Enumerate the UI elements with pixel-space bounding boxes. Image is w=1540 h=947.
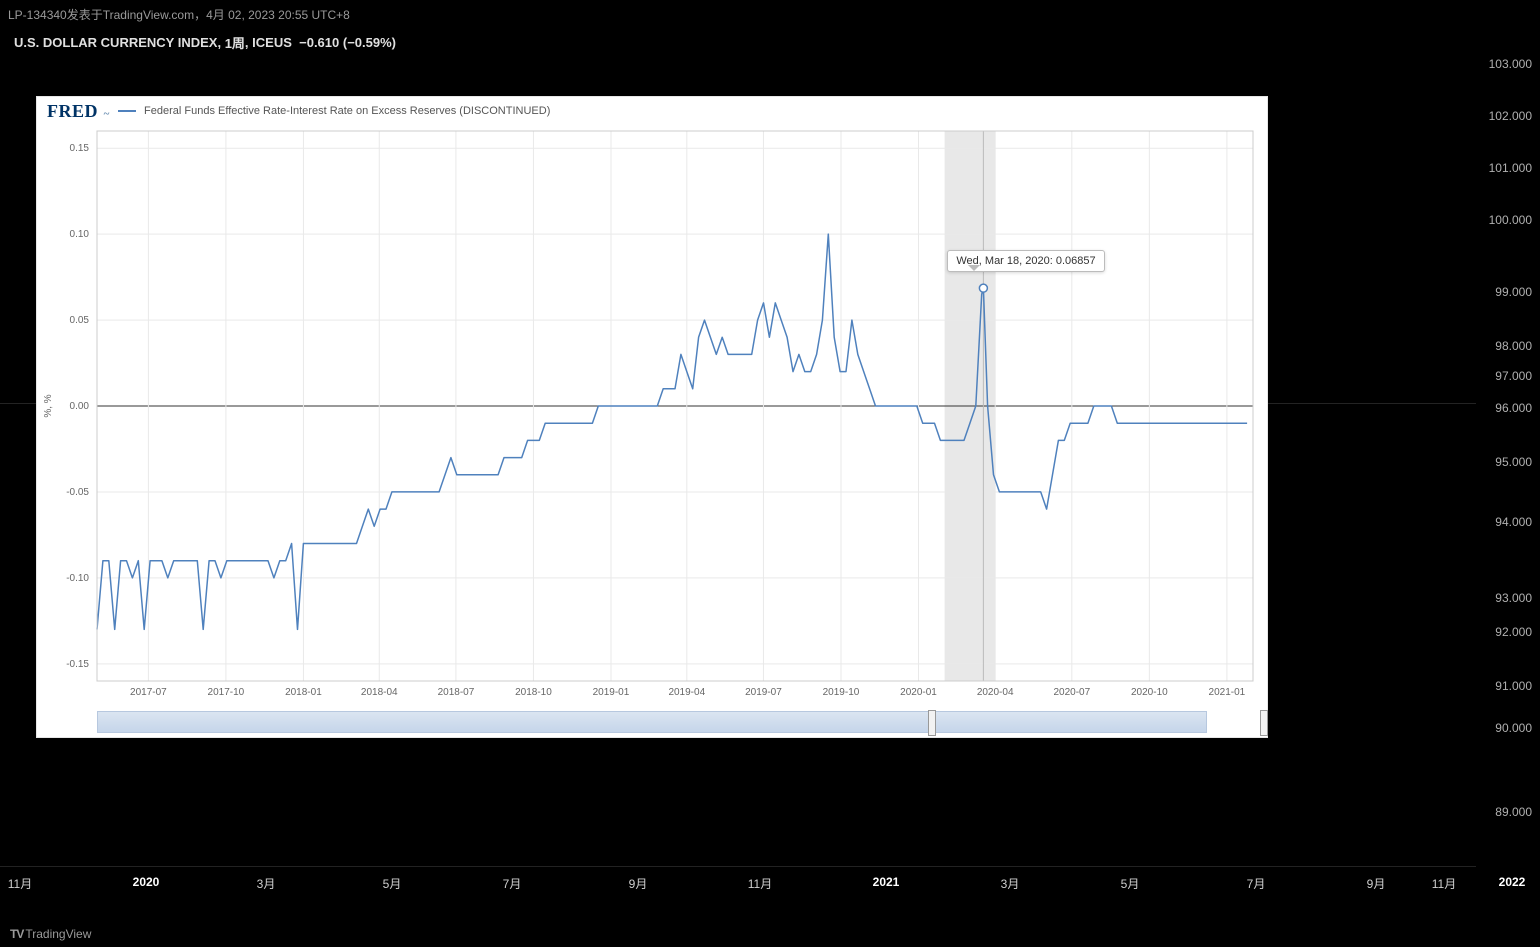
fred-chart-panel[interactable]: FRED ~ Federal Funds Effective Rate-Inte…: [36, 96, 1268, 738]
svg-text:0.00: 0.00: [70, 401, 90, 412]
chart-title-bar: U.S. DOLLAR CURRENCY INDEX , 1周 , ICEUS …: [0, 28, 1540, 56]
time-tick: 3月: [1001, 875, 1020, 892]
time-tick: 3月: [257, 875, 276, 892]
svg-text:2020-04: 2020-04: [977, 687, 1014, 698]
price-tick: 98.000: [1495, 339, 1532, 353]
time-tick: 11月: [8, 875, 32, 892]
time-tick: 9月: [1367, 875, 1386, 892]
interval: 1周: [225, 33, 245, 52]
svg-text:2019-10: 2019-10: [823, 687, 860, 698]
time-axis[interactable]: 11月20203月5月7月9月11月20213月5月7月9月11月2022: [0, 866, 1476, 903]
svg-text:-0.15: -0.15: [66, 659, 89, 670]
svg-text:2017-07: 2017-07: [130, 687, 167, 698]
svg-text:2018-10: 2018-10: [515, 687, 552, 698]
price-tick: 89.000: [1495, 805, 1532, 819]
price-tick: 102.000: [1489, 109, 1532, 123]
change-absolute: −0.610: [299, 35, 339, 50]
price-tick: 100.000: [1489, 213, 1532, 227]
price-tick: 97.000: [1495, 369, 1532, 383]
legend-swatch: [118, 110, 136, 112]
svg-text:-0.10: -0.10: [66, 573, 89, 584]
price-tick: 94.000: [1495, 515, 1532, 529]
fred-time-scrubber[interactable]: [97, 711, 1207, 733]
fred-tooltip: Wed, Mar 18, 2020: 0.06857: [947, 250, 1104, 272]
svg-text:2018-07: 2018-07: [438, 687, 475, 698]
price-tick: 96.000: [1495, 401, 1532, 415]
price-tick: 91.000: [1495, 679, 1532, 693]
tv-logo-icon: TV: [10, 927, 21, 941]
time-tick: 5月: [1121, 875, 1140, 892]
time-tick: 11月: [1432, 875, 1456, 892]
svg-text:2020-07: 2020-07: [1053, 687, 1090, 698]
time-tick: 2021: [873, 875, 900, 889]
svg-text:0.05: 0.05: [70, 315, 90, 326]
svg-text:2019-07: 2019-07: [745, 687, 782, 698]
svg-text:0.15: 0.15: [70, 143, 90, 154]
price-axis[interactable]: 103.000 102.000 101.000 100.000 99.000 98.000…: [1476, 56, 1540, 866]
svg-text:2020-10: 2020-10: [1131, 687, 1168, 698]
scrubber-handle-right[interactable]: [1260, 710, 1268, 736]
svg-text:%, %: %, %: [43, 394, 54, 417]
tradingview-watermark: TV TradingView: [10, 927, 91, 941]
price-tick: 101.000: [1489, 161, 1532, 175]
attribution-text: LP-134340发表于TradingView.com，4月 02, 2023 …: [8, 6, 350, 23]
price-tick: 95.000: [1495, 455, 1532, 469]
time-tick: 7月: [503, 875, 522, 892]
exchange: ICEUS: [252, 35, 292, 50]
svg-text:-0.05: -0.05: [66, 487, 89, 498]
svg-text:2019-01: 2019-01: [593, 687, 630, 698]
price-tick: 90.000: [1495, 721, 1532, 735]
watermark-text: TradingView: [25, 927, 91, 941]
svg-text:2019-04: 2019-04: [668, 687, 705, 698]
time-tick: 11月: [748, 875, 772, 892]
svg-text:2021-01: 2021-01: [1209, 687, 1246, 698]
svg-text:2018-04: 2018-04: [361, 687, 398, 698]
price-tick: 103.000: [1489, 57, 1532, 71]
svg-text:2018-01: 2018-01: [285, 687, 322, 698]
scrubber-handle-left[interactable]: [928, 710, 936, 736]
main-chart-area[interactable]: 103.000 102.000 101.000 100.000 99.000 98.000…: [0, 56, 1540, 866]
time-tick: 2022: [1499, 875, 1526, 889]
svg-text:2017-10: 2017-10: [208, 687, 245, 698]
price-tick: 92.000: [1495, 625, 1532, 639]
fred-plot-area[interactable]: -0.15 -0.10 -0.05 0.00 0.05 0.10 0.15 2017-07 20…: [37, 121, 1267, 709]
svg-text:2020-01: 2020-01: [900, 687, 937, 698]
legend-label: Federal Funds Effective Rate-Interest Ra…: [144, 105, 550, 117]
price-tick: 99.000: [1495, 285, 1532, 299]
symbol-name: U.S. DOLLAR CURRENCY INDEX: [14, 35, 217, 50]
price-tick: 93.000: [1495, 591, 1532, 605]
fred-header: FRED ~ Federal Funds Effective Rate-Inte…: [37, 97, 1267, 121]
time-tick: 2020: [133, 875, 160, 889]
attribution-bar: LP-134340发表于TradingView.com，4月 02, 2023 …: [0, 0, 1540, 28]
change-percent: (−0.59%): [343, 35, 396, 50]
time-tick: 5月: [383, 875, 402, 892]
fred-logo: FRED ~: [47, 101, 110, 122]
svg-text:0.10: 0.10: [70, 229, 90, 240]
time-tick: 7月: [1247, 875, 1266, 892]
time-tick: 9月: [629, 875, 648, 892]
